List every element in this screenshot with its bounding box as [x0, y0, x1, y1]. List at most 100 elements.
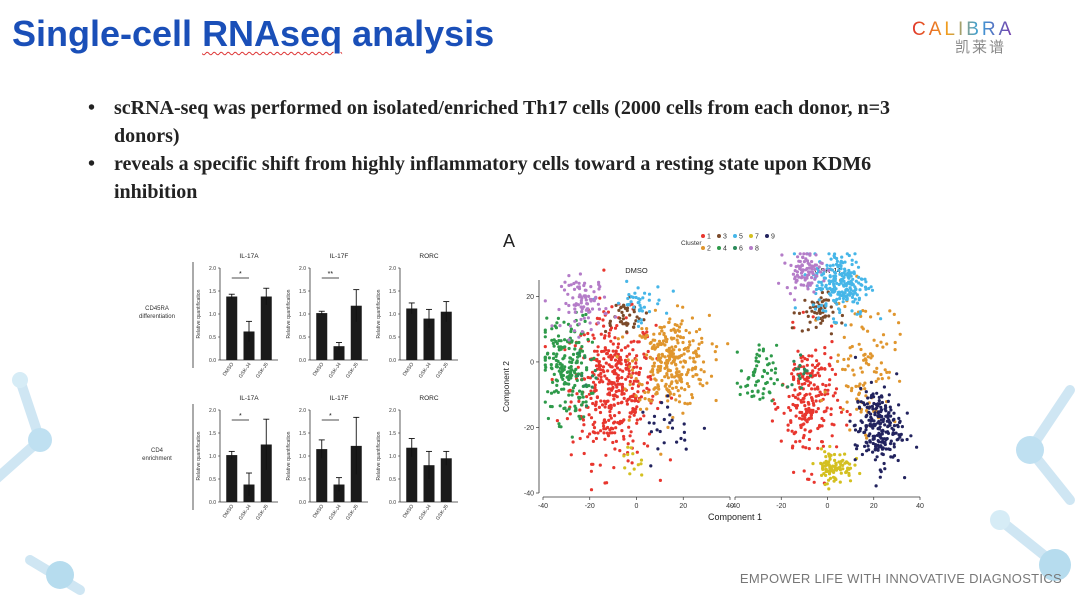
scatter-point — [647, 432, 652, 436]
scatter-point — [836, 398, 840, 402]
scatter-point — [578, 417, 582, 421]
scatter-point — [628, 434, 632, 438]
scatter-point — [839, 264, 843, 268]
scatter-point — [572, 287, 577, 291]
scatter-point — [600, 403, 605, 407]
scatter-point — [677, 325, 682, 329]
scatter-point — [605, 351, 609, 356]
scatter-point — [552, 352, 556, 356]
scatter-point — [603, 374, 607, 378]
scatter-point — [827, 383, 831, 387]
scatter-point — [810, 354, 814, 358]
scatter-point — [871, 407, 875, 411]
scatter-point — [556, 334, 561, 338]
scatter-point — [828, 282, 832, 286]
scatter-point — [669, 382, 673, 386]
scatter-point — [824, 304, 828, 308]
scatter-point — [824, 467, 828, 472]
scatter-point — [580, 374, 584, 378]
scatter-point — [577, 295, 581, 299]
scatter-point — [685, 382, 689, 386]
y-tick-label: 2.0 — [209, 266, 216, 272]
scatter-point — [871, 450, 875, 454]
scatter-point — [886, 399, 890, 403]
scatter-point — [774, 367, 778, 371]
scatter-point — [877, 395, 881, 399]
scatter-point — [791, 444, 795, 448]
scatter-point — [678, 378, 682, 382]
scatter-point — [823, 346, 827, 350]
scatter-point — [796, 349, 800, 353]
scatter-point — [651, 394, 655, 398]
scatter-point — [633, 399, 637, 403]
scatter-point — [806, 409, 810, 413]
scatter-point — [782, 411, 786, 415]
scatter-point — [586, 331, 590, 336]
scatter-point — [707, 313, 711, 317]
row-label: differentiation — [139, 314, 175, 320]
scatter-point — [548, 404, 553, 409]
scatter-point — [596, 321, 600, 325]
scatter-point — [829, 293, 833, 297]
significance-mark: * — [329, 413, 332, 420]
scatter-point — [567, 310, 571, 314]
scatter-point — [586, 435, 590, 439]
scatter-point — [580, 310, 584, 314]
scatter-point — [620, 429, 624, 433]
scatter-point — [639, 462, 643, 466]
scatter-point — [559, 370, 563, 375]
scatter-point — [567, 382, 571, 386]
scatter-point — [589, 416, 594, 420]
scatter-point — [589, 488, 594, 492]
scatter-point — [809, 414, 813, 418]
scatter-point — [790, 326, 794, 330]
scatter-point — [754, 383, 758, 387]
scatter-point — [814, 394, 818, 398]
scatter-point — [654, 346, 658, 350]
legend-label: 5 — [739, 234, 743, 241]
scatter-point — [573, 409, 577, 413]
scatter-point — [791, 393, 795, 398]
scatter-point — [812, 480, 816, 484]
scatter-point — [604, 361, 608, 365]
scatter-point — [915, 445, 919, 449]
scatter-point — [883, 440, 887, 445]
y-tick-label: 0.5 — [209, 335, 216, 341]
scatter-point — [838, 310, 842, 315]
x-tick-label: -20 — [585, 503, 595, 510]
bar — [440, 458, 452, 502]
panel-title: DMSO — [625, 266, 648, 275]
scatter-point — [806, 328, 810, 332]
scatter-point — [570, 393, 574, 397]
scatter-point — [856, 430, 861, 434]
scatter-point — [805, 284, 809, 288]
scatter-point — [777, 281, 781, 285]
scatter-point — [838, 406, 842, 410]
scatter-point — [643, 291, 647, 295]
scatter-point — [852, 373, 856, 377]
scatter-point — [762, 387, 766, 391]
scatter-point — [757, 348, 761, 352]
scatter-point — [593, 420, 597, 424]
scatter-point — [579, 299, 583, 303]
scatter-point — [785, 286, 789, 290]
scatter-point — [587, 294, 591, 298]
scatter-point — [645, 327, 649, 331]
scatter-point — [867, 448, 871, 452]
scatter-point — [630, 461, 634, 465]
scatter-point — [692, 351, 696, 355]
scatter-point — [874, 445, 878, 449]
scatter-point — [613, 358, 618, 362]
scatter-point — [886, 430, 890, 434]
scatter-point — [791, 402, 795, 407]
scatter-point — [905, 411, 909, 415]
scatter-point — [820, 440, 824, 444]
scatter-point — [841, 261, 845, 265]
scatter-point — [594, 402, 598, 406]
scatter-point — [838, 465, 842, 469]
scatter-point — [683, 401, 687, 405]
scatter-point — [662, 332, 666, 337]
scatter-point — [823, 390, 827, 394]
scatter-point — [887, 419, 891, 423]
scatter-point — [892, 454, 897, 458]
